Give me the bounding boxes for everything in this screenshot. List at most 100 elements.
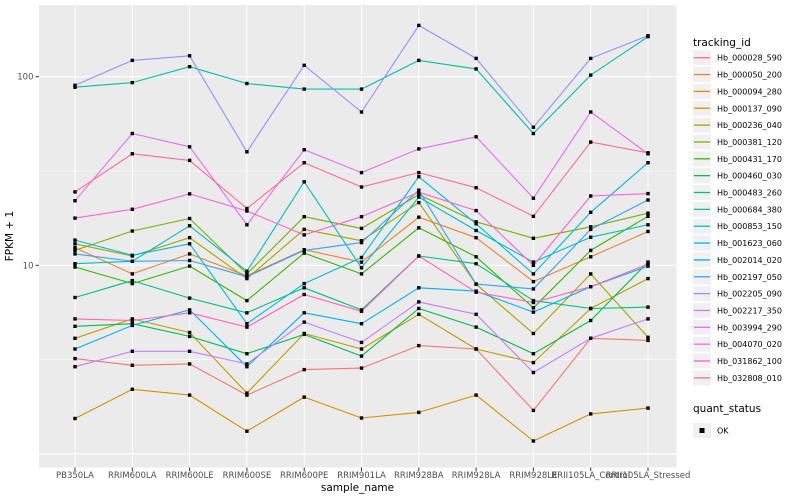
data-point	[73, 336, 77, 340]
data-point	[245, 322, 249, 326]
data-point	[245, 269, 249, 273]
legend-item-Hb_000137_090: Hb_000137_090	[693, 100, 782, 116]
data-point	[245, 391, 249, 395]
data-point	[474, 56, 478, 61]
data-point	[474, 186, 478, 190]
data-point	[73, 252, 77, 256]
legend-quant-status: quant_status OK	[693, 403, 761, 438]
legend-item-Hb_002217_350: Hb_002217_350	[693, 302, 782, 318]
data-point	[245, 429, 249, 433]
data-point	[187, 145, 192, 149]
data-point	[589, 235, 593, 239]
legend-item-Hb_000431_170: Hb_000431_170	[693, 151, 782, 167]
data-point	[130, 80, 134, 85]
data-point	[589, 227, 593, 232]
data-point	[646, 338, 650, 343]
data-point	[187, 158, 192, 163]
data-point	[73, 199, 77, 203]
data-point	[417, 300, 421, 304]
data-point	[417, 200, 421, 205]
data-point	[73, 324, 77, 328]
legend-item-Hb_001623_060: Hb_001623_060	[693, 235, 782, 251]
data-point	[589, 306, 593, 311]
legend-label: Hb_002217_350	[717, 306, 782, 315]
data-point	[417, 190, 421, 194]
data-point	[245, 352, 249, 356]
legend-tracking-id: tracking_id Hb_000028_590 Hb_000050_200 Hb_…	[693, 37, 782, 386]
data-point	[417, 175, 421, 179]
data-point	[474, 393, 478, 397]
legend-label: Hb_004070_020	[717, 340, 782, 349]
data-point	[359, 366, 364, 370]
legend-item-Hb_031862_100: Hb_031862_100	[693, 353, 782, 369]
legend-label: Hb_002014_020	[717, 256, 782, 265]
data-point	[130, 387, 134, 391]
data-point	[245, 365, 249, 369]
legend-item-Hb_000236_040: Hb_000236_040	[693, 117, 782, 133]
data-point	[302, 281, 306, 286]
data-point	[417, 215, 421, 219]
data-point	[187, 308, 192, 312]
data-point	[531, 439, 536, 443]
data-point	[302, 87, 306, 91]
data-point	[589, 318, 593, 323]
data-point	[417, 170, 421, 175]
data-point	[531, 279, 536, 284]
data-point	[417, 192, 421, 197]
data-point	[589, 248, 593, 253]
data-point	[130, 131, 134, 136]
legend-label: Hb_000137_090	[717, 104, 782, 113]
x-tick-label-RRIM600PE: RRIM600PE	[280, 471, 328, 481]
legend-title-quant-status: quant_status	[693, 403, 761, 415]
data-point	[130, 363, 134, 367]
data-point	[646, 161, 650, 165]
data-point	[474, 208, 478, 213]
data-point	[417, 286, 421, 290]
data-point	[302, 148, 306, 152]
data-point	[245, 272, 249, 276]
data-point	[646, 229, 650, 234]
data-point	[187, 216, 192, 221]
legend-item-Hb_000381_120: Hb_000381_120	[693, 134, 782, 150]
x-tick-label-RRII105LA_Control: RRII105LA_Control	[551, 471, 630, 481]
legend-label: Hb_000050_200	[717, 71, 782, 80]
data-point	[73, 238, 77, 242]
data-point	[359, 260, 364, 264]
data-point	[646, 335, 650, 339]
data-point	[245, 206, 249, 211]
data-point	[187, 192, 192, 196]
data-point	[130, 152, 134, 156]
legend-item-Hb_002197_050: Hb_002197_050	[693, 269, 782, 285]
x-tick-label-RRIM928LE: RRIM928LE	[509, 471, 557, 481]
data-point	[130, 229, 134, 233]
data-point	[245, 275, 249, 279]
legend-label: Hb_002197_050	[717, 273, 782, 282]
data-point	[187, 330, 192, 335]
data-point	[359, 354, 364, 358]
legend-item-Hb_032808_010: Hb_032808_010	[693, 370, 782, 386]
data-point	[245, 223, 249, 227]
data-point	[302, 395, 306, 399]
data-point	[130, 207, 134, 211]
data-point	[187, 362, 192, 366]
data-point	[589, 255, 593, 259]
data-point	[245, 325, 249, 329]
data-point	[417, 188, 421, 192]
data-point	[359, 226, 364, 231]
data-point	[302, 227, 306, 232]
data-point	[187, 349, 192, 353]
x-tick-label-RRIM600SE: RRIM600SE	[223, 471, 272, 481]
data-point	[531, 260, 536, 264]
legend-item-Hb_002205_090: Hb_002205_090	[693, 286, 782, 302]
data-point	[73, 347, 77, 351]
data-point	[417, 147, 421, 151]
data-point	[474, 236, 478, 240]
data-point	[417, 306, 421, 311]
data-point	[187, 242, 192, 246]
axis-labels: 10 100 PB350LA RRIM600LA RRIM600LE RRIM600SE R…	[4, 73, 690, 494]
legend-item-Hb_000050_200: Hb_000050_200	[693, 67, 782, 83]
data-point	[359, 347, 364, 351]
legend-item-Hb_000483_260: Hb_000483_260	[693, 185, 782, 200]
data-point	[187, 224, 192, 228]
